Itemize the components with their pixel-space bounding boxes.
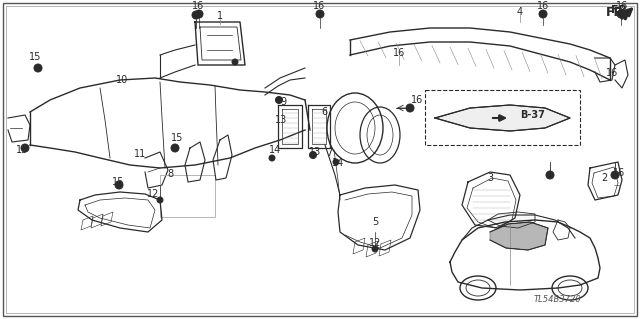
Circle shape xyxy=(195,10,203,18)
Text: 14: 14 xyxy=(269,145,281,155)
Circle shape xyxy=(406,104,414,112)
Text: 8: 8 xyxy=(167,169,173,179)
Circle shape xyxy=(310,152,317,159)
Circle shape xyxy=(21,144,29,152)
Text: 6: 6 xyxy=(321,107,327,117)
Text: 7: 7 xyxy=(326,148,332,158)
Bar xyxy=(425,90,580,145)
Text: 3: 3 xyxy=(487,173,493,183)
Text: FR.: FR. xyxy=(606,6,629,19)
Text: 12: 12 xyxy=(369,238,381,248)
Text: B-37: B-37 xyxy=(520,110,545,120)
Circle shape xyxy=(115,181,123,189)
Text: 11: 11 xyxy=(134,149,146,159)
Circle shape xyxy=(617,10,625,18)
Bar xyxy=(160,175,215,217)
Polygon shape xyxy=(435,105,570,131)
Circle shape xyxy=(333,159,339,165)
Text: 9: 9 xyxy=(280,97,286,107)
Text: 15: 15 xyxy=(171,133,183,143)
Text: 16: 16 xyxy=(393,48,405,58)
Circle shape xyxy=(157,197,163,203)
Circle shape xyxy=(34,64,42,72)
Circle shape xyxy=(232,59,238,65)
Polygon shape xyxy=(490,222,548,250)
Text: —: — xyxy=(614,182,621,188)
Circle shape xyxy=(269,155,275,161)
Text: 16: 16 xyxy=(616,1,628,11)
Text: 16: 16 xyxy=(192,1,204,11)
Circle shape xyxy=(546,171,554,179)
Text: 4: 4 xyxy=(517,7,523,17)
Text: 15: 15 xyxy=(29,52,41,62)
Text: 13: 13 xyxy=(275,115,287,125)
Text: 16: 16 xyxy=(606,68,618,78)
Circle shape xyxy=(539,10,547,18)
Text: FR.: FR. xyxy=(611,5,632,15)
Text: 5: 5 xyxy=(372,217,378,227)
Circle shape xyxy=(316,10,324,18)
Text: 16: 16 xyxy=(313,1,325,11)
Text: 12: 12 xyxy=(147,189,159,199)
Text: 14: 14 xyxy=(332,158,344,168)
Text: 16: 16 xyxy=(537,1,549,11)
Text: 16: 16 xyxy=(613,168,625,178)
Text: 15: 15 xyxy=(112,177,124,187)
Text: TL54B3720: TL54B3720 xyxy=(534,294,582,303)
Circle shape xyxy=(275,97,282,103)
Text: 10: 10 xyxy=(116,75,128,85)
Circle shape xyxy=(171,144,179,152)
Circle shape xyxy=(192,11,200,19)
Text: 15: 15 xyxy=(16,145,28,155)
Text: 1: 1 xyxy=(217,11,223,21)
Text: 13: 13 xyxy=(309,147,321,157)
Text: 16: 16 xyxy=(411,95,423,105)
Circle shape xyxy=(611,171,619,179)
Text: 2: 2 xyxy=(601,173,607,183)
Polygon shape xyxy=(488,212,535,228)
Circle shape xyxy=(372,246,378,252)
